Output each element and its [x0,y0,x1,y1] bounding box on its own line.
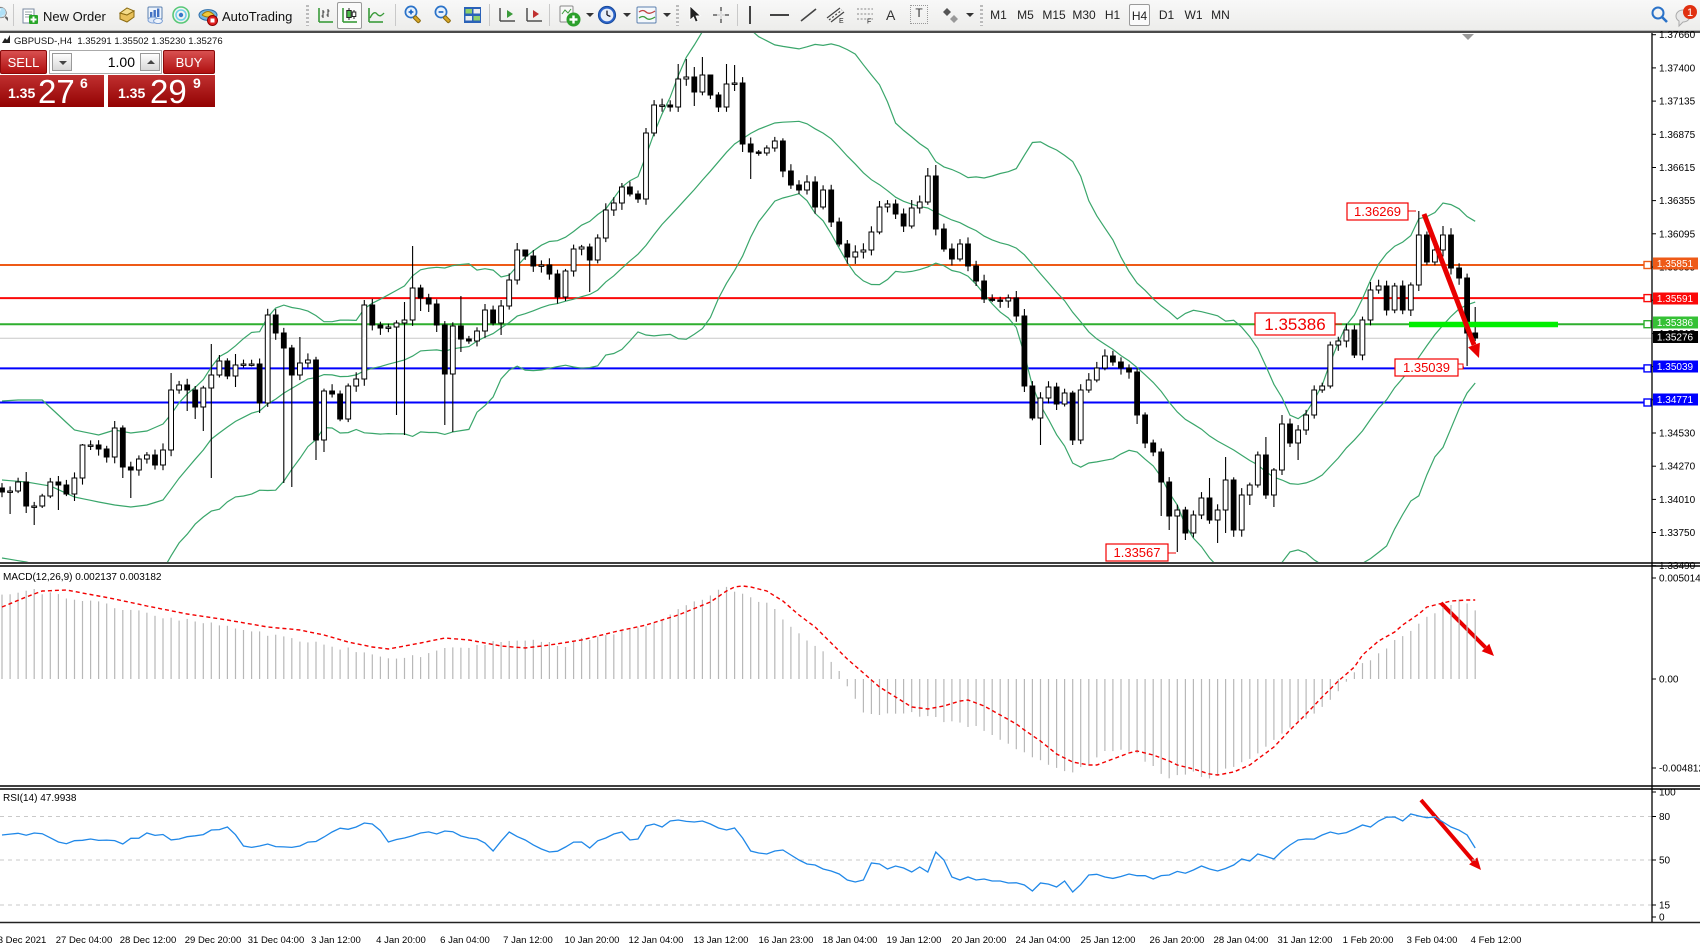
svg-text:28 Jan 04:00: 28 Jan 04:00 [1214,935,1269,946]
svg-text:18 Jan 04:00: 18 Jan 04:00 [823,935,878,946]
svg-text:1.35039: 1.35039 [1657,362,1694,373]
svg-text:28 Dec 12:00: 28 Dec 12:00 [120,935,177,946]
svg-text:0: 0 [1659,913,1665,924]
svg-text:1.33567: 1.33567 [1114,545,1161,560]
svg-text:1.35851: 1.35851 [1657,259,1694,270]
svg-text:1.34270: 1.34270 [1659,462,1696,473]
svg-text:3 Jan 12:00: 3 Jan 12:00 [311,935,361,946]
svg-text:1.34771: 1.34771 [1657,395,1694,406]
svg-text:4 Jan 20:00: 4 Jan 20:00 [376,935,426,946]
svg-text:20 Jan 20:00: 20 Jan 20:00 [952,935,1007,946]
svg-text:1.37400: 1.37400 [1659,63,1696,74]
svg-text:1.33750: 1.33750 [1659,528,1696,539]
svg-text:1.35276: 1.35276 [1657,333,1694,344]
svg-text:0.005014: 0.005014 [1659,574,1700,585]
svg-text:1.36095: 1.36095 [1659,229,1696,240]
svg-text:50: 50 [1659,856,1671,867]
svg-text:1.37660: 1.37660 [1659,30,1696,41]
svg-text:1.36269: 1.36269 [1354,204,1401,219]
svg-text:3 Feb 04:00: 3 Feb 04:00 [1407,935,1458,946]
svg-text:1.36875: 1.36875 [1659,130,1696,141]
svg-text:100: 100 [1659,788,1676,799]
svg-text:19 Jan 12:00: 19 Jan 12:00 [887,935,942,946]
svg-text:1 Feb 20:00: 1 Feb 20:00 [1343,935,1394,946]
svg-text:13 Jan 12:00: 13 Jan 12:00 [694,935,749,946]
svg-text:1.33490: 1.33490 [1659,561,1696,572]
svg-text:80: 80 [1659,812,1671,823]
svg-text:4 Feb 12:00: 4 Feb 12:00 [1471,935,1522,946]
svg-text:F: F [867,19,871,25]
svg-text:31 Dec 04:00: 31 Dec 04:00 [248,935,305,946]
svg-text:27 Dec 04:00: 27 Dec 04:00 [56,935,113,946]
svg-text:7 Jan 12:00: 7 Jan 12:00 [503,935,553,946]
svg-text:16 Jan 23:00: 16 Jan 23:00 [759,935,814,946]
svg-text:29 Dec 20:00: 29 Dec 20:00 [185,935,242,946]
svg-text:1.37135: 1.37135 [1659,97,1696,108]
svg-text:15: 15 [1659,901,1671,912]
svg-text:3 Dec 2021: 3 Dec 2021 [0,935,46,946]
svg-text:6 Jan 04:00: 6 Jan 04:00 [440,935,490,946]
svg-text:1.34010: 1.34010 [1659,495,1696,506]
svg-text:1.35039: 1.35039 [1403,360,1450,375]
svg-text:-0.004812: -0.004812 [1659,764,1700,775]
svg-text:0.00: 0.00 [1659,675,1679,686]
svg-text:1.35386: 1.35386 [1264,315,1325,334]
svg-text:10 Jan 20:00: 10 Jan 20:00 [565,935,620,946]
svg-text:25 Jan 12:00: 25 Jan 12:00 [1081,935,1136,946]
svg-text:1.35386: 1.35386 [1657,318,1694,329]
svg-text:24 Jan 04:00: 24 Jan 04:00 [1016,935,1071,946]
svg-text:1.35591: 1.35591 [1657,294,1694,305]
svg-text:RSI(14) 47.9938: RSI(14) 47.9938 [3,793,77,804]
svg-text:26 Jan 20:00: 26 Jan 20:00 [1150,935,1205,946]
svg-text:1.36615: 1.36615 [1659,163,1696,174]
svg-text:12 Jan 04:00: 12 Jan 04:00 [629,935,684,946]
svg-text:E: E [839,18,844,24]
svg-text:1.34530: 1.34530 [1659,429,1696,440]
svg-text:1: 1 [1687,7,1693,19]
svg-text:31 Jan 12:00: 31 Jan 12:00 [1278,935,1333,946]
svg-text:MACD(12,26,9) 0.002137 0.00318: MACD(12,26,9) 0.002137 0.003182 [3,572,162,583]
svg-text:1.36355: 1.36355 [1659,196,1696,207]
